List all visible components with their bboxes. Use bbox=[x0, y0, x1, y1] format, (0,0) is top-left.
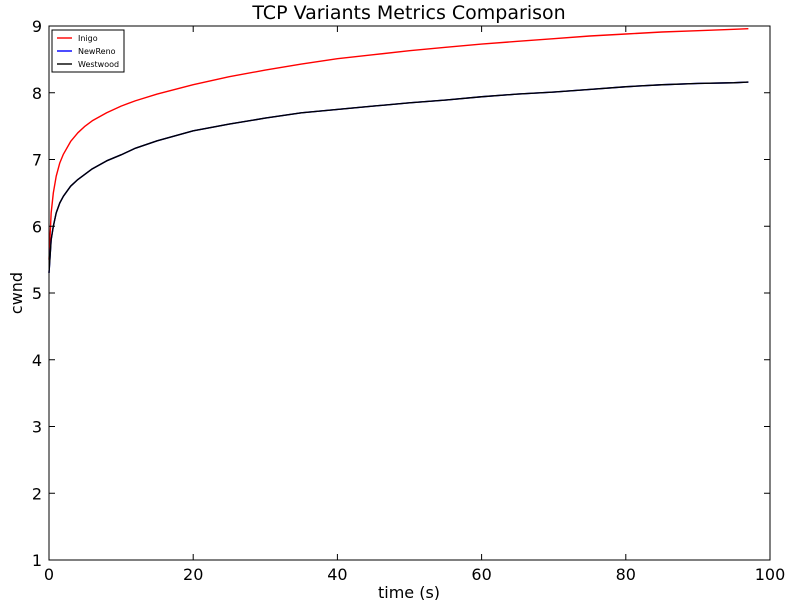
x-tick-label: 80 bbox=[616, 565, 636, 584]
y-tick-label: 4 bbox=[32, 351, 42, 370]
plot-frame bbox=[48, 25, 771, 561]
x-tick-label: 100 bbox=[755, 565, 786, 584]
legend-label-newreno: NewReno bbox=[78, 47, 116, 56]
series-line-westwood bbox=[48, 81, 749, 274]
y-tick-label: 9 bbox=[32, 17, 42, 36]
x-axis-label: time (s) bbox=[378, 583, 440, 600]
y-tick-label: 8 bbox=[32, 84, 42, 103]
series-line-inigo bbox=[48, 27, 749, 260]
x-tick-label: 20 bbox=[183, 565, 203, 584]
y-tick-label: 7 bbox=[32, 151, 42, 170]
y-tick-label: 2 bbox=[32, 484, 42, 503]
x-tick-label: 40 bbox=[327, 565, 347, 584]
legend-label-inigo: Inigo bbox=[78, 34, 98, 43]
legend-label-westwood: Westwood bbox=[78, 60, 119, 69]
legend: Inigo NewReno Westwood bbox=[51, 29, 125, 73]
x-tick-label: 60 bbox=[471, 565, 491, 584]
y-tick-label: 6 bbox=[32, 217, 42, 236]
y-tick-label: 1 bbox=[32, 551, 42, 570]
series-line-newreno bbox=[48, 81, 749, 274]
x-axis: 0 20 40 60 80 100 bbox=[44, 26, 785, 584]
y-tick-label: 3 bbox=[32, 418, 42, 437]
chart-title: TCP Variants Metrics Comparison bbox=[251, 2, 565, 24]
y-axis-label: cwnd bbox=[7, 272, 26, 314]
y-tick-label: 5 bbox=[32, 284, 42, 303]
plot-area bbox=[48, 27, 749, 274]
x-tick-label: 0 bbox=[44, 565, 54, 584]
y-axis: 1 2 3 4 5 6 7 8 9 bbox=[32, 17, 770, 570]
